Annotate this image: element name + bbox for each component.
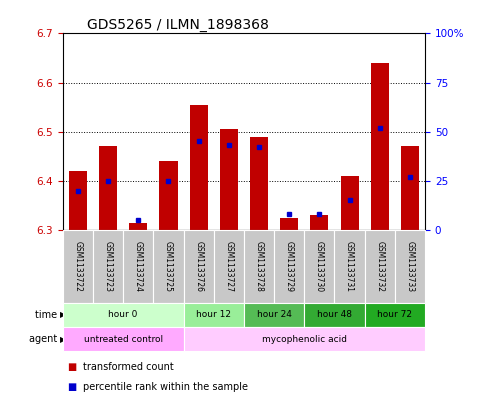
- Bar: [159, 161, 178, 230]
- Text: ■: ■: [68, 382, 77, 393]
- Bar: [401, 146, 419, 230]
- Text: GSM1133731: GSM1133731: [345, 241, 354, 292]
- Bar: [129, 222, 147, 230]
- Text: ▶: ▶: [60, 310, 67, 319]
- Text: GSM1133722: GSM1133722: [73, 241, 83, 292]
- Text: ■: ■: [68, 362, 77, 372]
- Text: GSM1133724: GSM1133724: [134, 241, 143, 292]
- Text: hour 48: hour 48: [317, 310, 352, 319]
- Text: transformed count: transformed count: [83, 362, 174, 372]
- Text: GSM1133729: GSM1133729: [284, 241, 294, 292]
- Text: ▶: ▶: [60, 335, 67, 343]
- Text: GSM1133723: GSM1133723: [103, 241, 113, 292]
- Text: GSM1133726: GSM1133726: [194, 241, 203, 292]
- Bar: [69, 171, 87, 230]
- Text: time: time: [35, 310, 60, 320]
- Bar: [341, 176, 358, 230]
- Bar: [189, 105, 208, 230]
- Text: hour 0: hour 0: [109, 310, 138, 319]
- Bar: [250, 136, 268, 230]
- Text: hour 72: hour 72: [377, 310, 412, 319]
- Text: GSM1133727: GSM1133727: [224, 241, 233, 292]
- Text: GSM1133728: GSM1133728: [255, 241, 264, 292]
- Text: mycophenolic acid: mycophenolic acid: [262, 335, 347, 343]
- Text: GSM1133732: GSM1133732: [375, 241, 384, 292]
- Text: hour 24: hour 24: [256, 310, 292, 319]
- Bar: [99, 146, 117, 230]
- Text: GDS5265 / ILMN_1898368: GDS5265 / ILMN_1898368: [87, 18, 269, 32]
- Text: percentile rank within the sample: percentile rank within the sample: [83, 382, 248, 393]
- Text: hour 12: hour 12: [196, 310, 231, 319]
- Bar: [220, 129, 238, 230]
- Bar: [280, 218, 298, 230]
- Text: GSM1133725: GSM1133725: [164, 241, 173, 292]
- Text: GSM1133730: GSM1133730: [315, 241, 324, 292]
- Bar: [311, 215, 328, 230]
- Bar: [371, 63, 389, 230]
- Text: agent: agent: [29, 334, 60, 344]
- Text: GSM1133733: GSM1133733: [405, 241, 414, 292]
- Text: untreated control: untreated control: [84, 335, 163, 343]
